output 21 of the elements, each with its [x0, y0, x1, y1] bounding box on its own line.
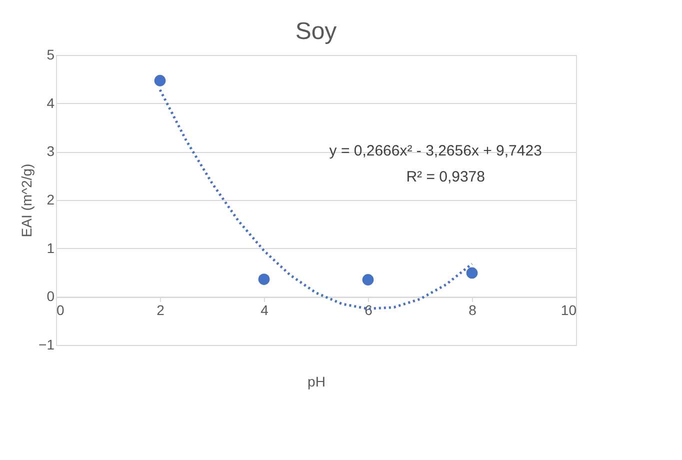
- y-tick-label: 0: [46, 288, 55, 304]
- y-tick-label: 3: [46, 143, 55, 160]
- point: [154, 74, 166, 86]
- point: [466, 267, 478, 279]
- x-tick-label: 10: [560, 302, 577, 318]
- x-axis-title: pH: [308, 374, 326, 390]
- y-axis-title: EAI (m^2/g): [18, 164, 35, 238]
- annotation: R² = 0,9378: [406, 168, 486, 186]
- x-tick-label: 2: [156, 302, 165, 318]
- y-tick-label: 1: [46, 240, 55, 256]
- x-tick-label: 6: [364, 302, 373, 318]
- y-tick-label: 5: [46, 46, 55, 62]
- point: [258, 274, 270, 285]
- x-tick-label: 8: [468, 302, 477, 318]
- y-tick-label: 2: [46, 192, 55, 208]
- y-tick-label: −1: [38, 336, 55, 352]
- point: [362, 274, 374, 286]
- x-tick-label: 4: [260, 302, 269, 318]
- y-tick-label: 4: [46, 94, 55, 111]
- annotation: y = 0,2666x² - 3,2656x + 9,7423: [329, 142, 542, 160]
- chart-title: Soy: [295, 18, 337, 45]
